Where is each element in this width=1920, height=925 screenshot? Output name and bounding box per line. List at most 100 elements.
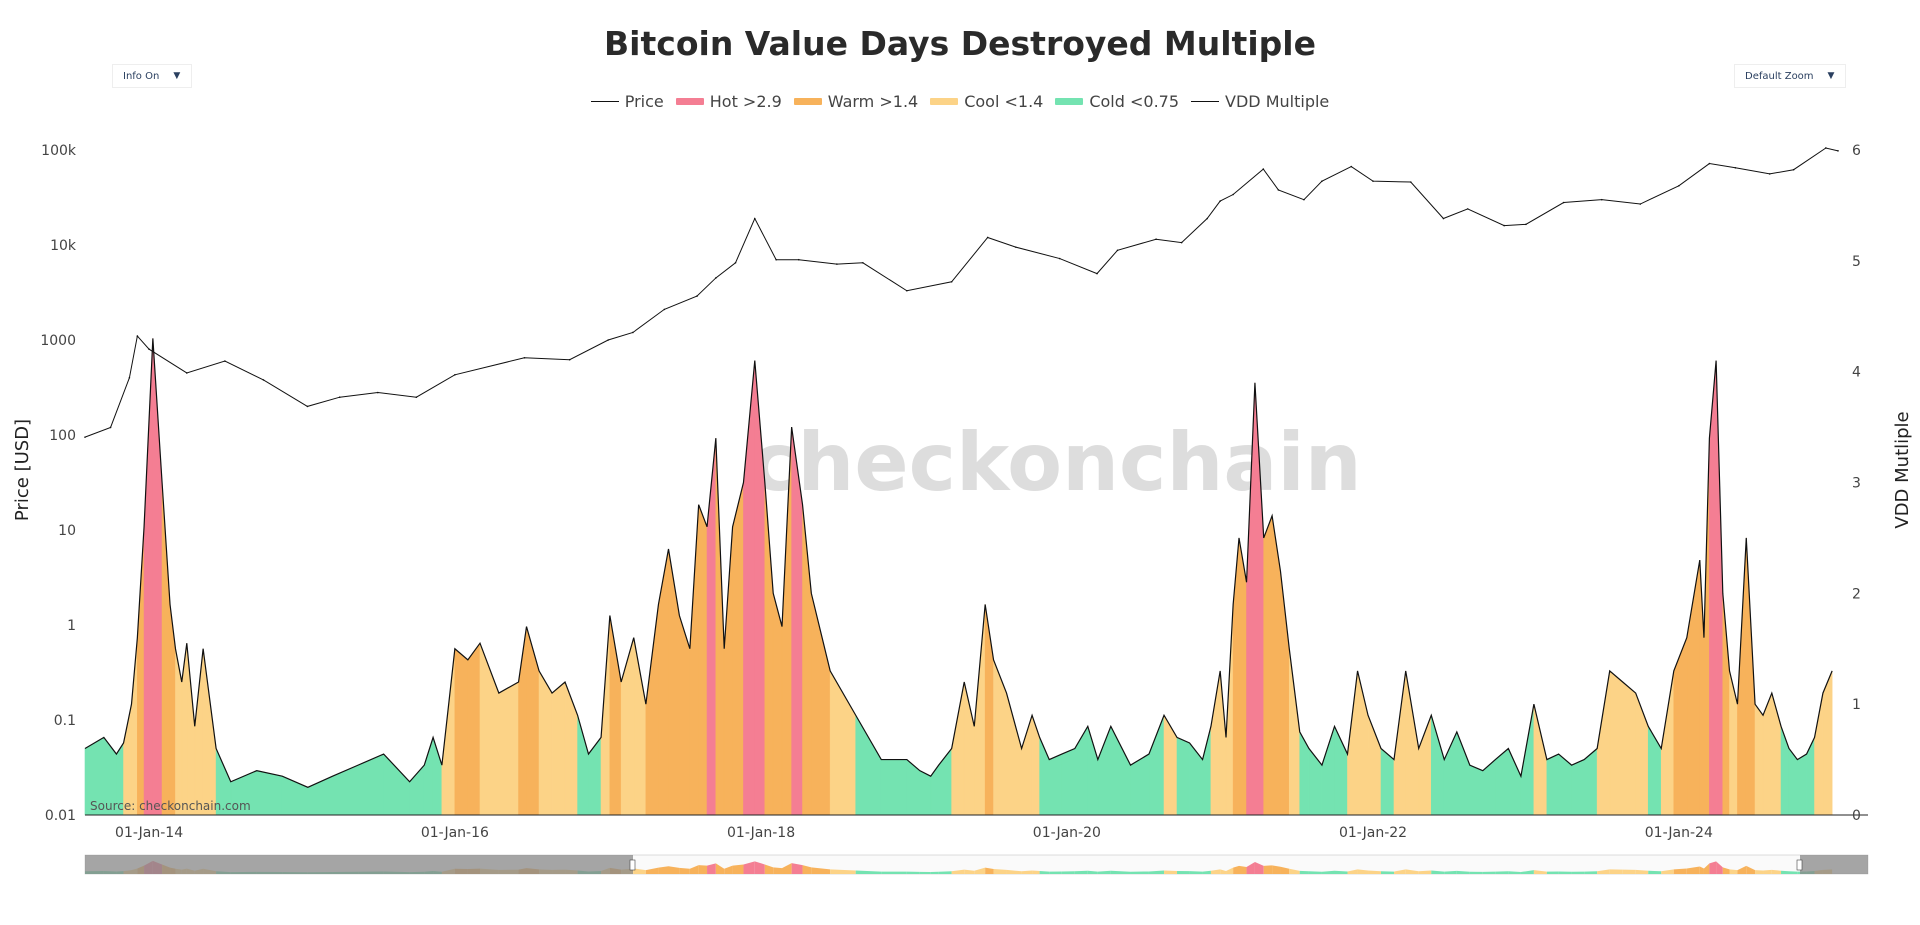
range-slider-band-96 [1272,865,1281,874]
vdd-band-146 [1814,693,1824,816]
vdd-band-105 [1367,715,1382,816]
legend-swatch [930,98,959,105]
vdd-band-125 [1622,681,1636,816]
range-slider-band-106 [1381,871,1394,874]
range-slider-band-60 [830,869,856,874]
range-slider-band-137 [1737,865,1747,874]
vdd-band-55 [772,593,783,816]
range-slider-band-109 [1418,870,1432,874]
range-slider-handle-left[interactable] [629,859,636,871]
price-point-12 [454,374,456,376]
range-slider-band-59 [811,867,831,874]
legend-swatch [590,101,619,102]
price-point-37 [1232,193,1234,196]
axes-layer: 0.01 0.1 1 10 100 1000 10k 100k 0 1 2 3 4 5 6 01-Jan-14… [40,143,1868,841]
range-slider-band-118 [1533,870,1547,874]
price-point-48 [1525,223,1527,226]
y-axis-left-title: Price [USD] [12,419,33,521]
range-slider-band-84 [1164,870,1178,874]
range-slider-band-47 [698,865,708,874]
vdd-band-8 [161,482,171,816]
legend-label: VDD Multiple [1225,92,1330,111]
range-slider-band-138 [1746,865,1756,874]
range-slider-band-102 [1334,870,1348,874]
vdd-band-63 [906,758,921,816]
x-tick-label-1: 01-Jan-16 [421,825,489,841]
vdd-band-10 [175,648,183,816]
price-point-38 [1262,168,1265,170]
range-slider-band-91 [1233,865,1240,874]
range-slider-band-71 [993,869,1007,874]
vdd-band-24 [423,737,434,816]
price-point-39 [1277,189,1280,191]
vdd-band-11 [181,643,188,816]
vdd-band-28 [467,642,481,816]
price-point-24 [836,263,838,265]
legend-item-3[interactable]: Cool <1.4 [930,92,1043,111]
zoom-dropdown[interactable]: Default Zoom ▼ [1734,64,1846,88]
range-slider-band-69 [974,867,986,874]
price-point-22 [775,258,777,261]
range-slider-band-48 [707,863,716,874]
vdd-band-34 [551,681,566,816]
price-point-55 [1768,173,1771,175]
vdd-band-6 [143,338,154,816]
price-line [84,147,1839,438]
legend-item-2[interactable]: Warm >1.4 [793,92,918,111]
vdd-band-62 [880,759,908,816]
vdd-band-26 [441,648,456,816]
watermark: checkonchain [750,416,1362,509]
range-slider-band-79 [1087,870,1098,874]
range-slider-band-85 [1177,871,1190,874]
price-point-41 [1321,180,1323,182]
x-tick-label-3: 01-Jan-20 [1033,825,1101,841]
legend-item-5[interactable]: VDD Multiple [1191,92,1329,111]
range-slider-band-45 [679,867,690,874]
range-slider-band-124 [1609,869,1623,874]
vdd-band-47 [698,504,708,816]
vdd-band-78 [1074,725,1089,816]
price-point-45 [1442,217,1445,220]
vdd-band-48 [706,438,717,816]
range-slider[interactable] [84,854,1869,875]
vdd-band-36 [577,715,589,816]
range-slider-band-126 [1635,869,1649,874]
range-slider-band-55 [773,867,783,874]
vdd-band-145 [1806,737,1815,816]
vdd-band-22 [383,753,410,816]
legend-item-1[interactable]: Hot >2.9 [675,92,782,111]
vdd-band-72 [1006,693,1022,816]
vdd-band-25 [432,737,443,816]
range-slider-band-132 [1703,863,1710,874]
y-right-tick-label-2: 2 [1852,586,1861,602]
vdd-band-59 [811,593,831,816]
price-point-17 [663,308,666,311]
price-point-57 [1825,147,1827,149]
legend-item-4[interactable]: Cold <0.75 [1055,92,1179,111]
legend-item-0[interactable]: Price [590,92,664,111]
range-slider-band-98 [1289,868,1300,874]
range-slider-band-83 [1148,870,1165,874]
info-dropdown[interactable]: Info On ▼ [112,64,192,88]
vdd-band-13 [194,648,204,816]
y-left-tick-label-5: 1000 [40,333,76,349]
price-point-13 [523,356,526,359]
vdd-band-117 [1520,704,1535,816]
price-point-36 [1219,200,1221,202]
range-slider-band-74 [1032,870,1040,874]
range-slider-handle-right[interactable] [1796,859,1803,871]
range-slider-band-129 [1673,868,1687,874]
range-slider-band-141 [1771,869,1782,874]
price-point-42 [1350,165,1353,168]
price-point-49 [1562,201,1565,204]
y-left-tick-label-3: 10 [58,523,76,539]
range-slider-band-82 [1130,871,1149,874]
y-left-tick-label-1: 0.1 [54,713,76,729]
range-slider-band-76 [1049,871,1062,874]
vdd-band-32 [526,626,540,816]
price-line-layer [84,147,1839,438]
range-slider-band-92 [1239,865,1247,874]
range-slider-band-66 [938,871,952,874]
vdd-band-71 [993,659,1007,816]
range-slider-band-115 [1495,871,1509,874]
